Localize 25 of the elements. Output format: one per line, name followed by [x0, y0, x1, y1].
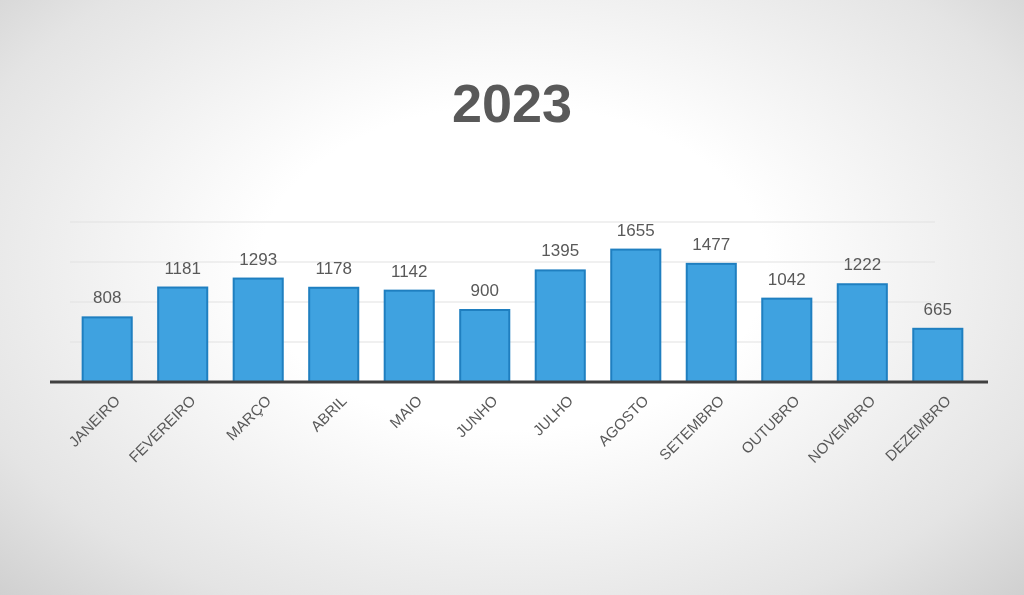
data-label: 1142	[390, 261, 428, 281]
data-label: 1181	[164, 258, 201, 278]
bar	[912, 327, 964, 383]
data-label: 1222	[843, 255, 882, 275]
bar	[157, 286, 209, 383]
data-label: 1655	[616, 220, 655, 240]
bar	[685, 262, 737, 383]
bar	[459, 309, 511, 383]
bar	[836, 283, 888, 383]
bar	[383, 289, 435, 383]
data-label: 665	[923, 299, 952, 319]
data-label: 1395	[541, 241, 580, 261]
bar	[232, 277, 284, 383]
bar	[308, 286, 360, 383]
data-label: 1178	[315, 258, 353, 278]
data-label: 900	[470, 281, 499, 300]
bar	[761, 297, 813, 383]
chart-title: 2023	[451, 73, 573, 133]
bar	[534, 269, 586, 383]
data-label: 1477	[692, 234, 731, 254]
data-label: 1042	[767, 269, 806, 289]
data-label: 1293	[239, 249, 278, 269]
data-label: 808	[93, 288, 122, 308]
bar	[81, 316, 133, 383]
bar	[610, 248, 662, 383]
